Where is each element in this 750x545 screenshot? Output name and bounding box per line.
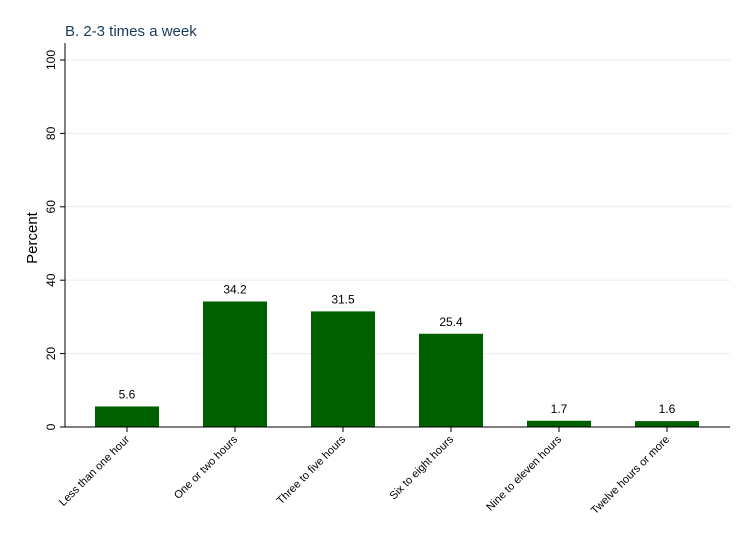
x-tick-label: Six to eight hours	[388, 433, 457, 502]
chart-title: B. 2-3 times a week	[65, 23, 197, 40]
data-label: 1.6	[659, 402, 676, 416]
bar	[311, 311, 375, 427]
gridlines	[65, 59, 730, 355]
x-tick-label: Three to five hours	[275, 433, 349, 507]
data-label: 25.4	[439, 315, 463, 329]
data-labels: 5.6 34.2 31.5 25.4 1.7 1.6	[119, 282, 676, 416]
y-tick-label: 0	[44, 423, 58, 430]
y-axis-ticks: 0 20 40 60 80 100	[44, 50, 65, 430]
bars	[95, 301, 699, 427]
x-tick-label: Twelve hours or more	[589, 434, 672, 517]
y-tick-label: 20	[44, 347, 58, 361]
data-label: 1.7	[551, 402, 568, 416]
y-tick-label: 40	[44, 273, 58, 287]
y-tick-label: 80	[44, 126, 58, 140]
x-axis-ticks: Less than one hour One or two hours Three …	[57, 427, 672, 517]
bar	[95, 406, 159, 427]
x-tick-label: One or two hours	[172, 433, 241, 502]
x-tick-label: Less than one hour	[57, 433, 132, 508]
y-tick-label: 60	[44, 200, 58, 214]
bar	[527, 420, 591, 427]
bar	[203, 301, 267, 427]
y-axis-label: Percent	[24, 211, 41, 264]
bar	[635, 421, 699, 427]
data-label: 31.5	[331, 292, 355, 306]
x-tick-label: Nine to eleven hours	[484, 433, 564, 513]
bar	[419, 333, 483, 427]
data-label: 34.2	[223, 282, 247, 296]
y-tick-label: 100	[44, 50, 58, 70]
data-label: 5.6	[119, 387, 136, 401]
